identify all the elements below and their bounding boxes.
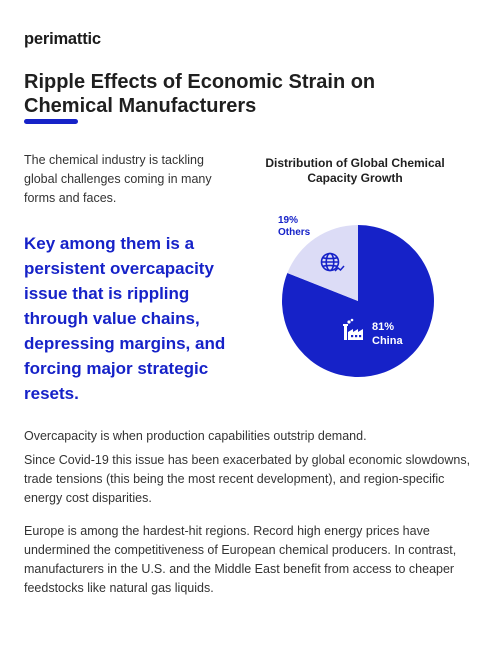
factory-icon <box>343 318 363 340</box>
body-paragraph-3: Europe is among the hardest-hit regions.… <box>24 524 457 595</box>
chart-title: Distribution of Global Chemical Capacity… <box>265 156 445 185</box>
body-paragraph-2: Since Covid-19 this issue has been exace… <box>24 453 471 505</box>
brand-logo: perimattic <box>24 30 101 48</box>
body-paragraph-1: Overcapacity is when production capabili… <box>24 429 367 443</box>
title-underline <box>24 119 78 124</box>
globe-icon <box>320 252 345 272</box>
slice-label-others-name: Others <box>278 227 311 238</box>
slice-label-china-name: China <box>372 335 403 347</box>
pie-slice-others <box>287 225 358 301</box>
slice-label-others-value: 19% <box>278 215 298 226</box>
highlight-statement: Key among them is a persistent overcapac… <box>24 234 226 403</box>
pie-chart: 19% Others 81% China <box>278 215 434 377</box>
slice-label-china-value: 81% <box>372 321 394 333</box>
page-title: Ripple Effects of Economic Strain on Che… <box>24 71 376 117</box>
intro-text: The chemical industry is tackling global… <box>24 153 212 205</box>
